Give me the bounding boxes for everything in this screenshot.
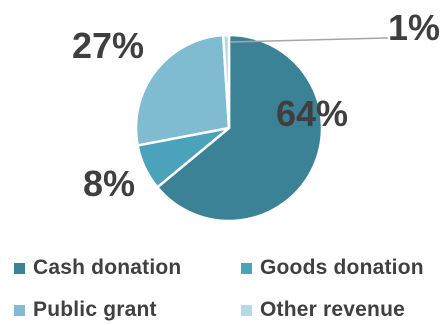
pie-slices — [134, 33, 324, 223]
legend-item-public-grant: Public grant — [14, 295, 157, 325]
data-label-goods-donation: 8% — [83, 163, 135, 204]
legend-item-goods-donation: Goods donation — [241, 253, 424, 283]
legend-swatch-public-grant — [14, 304, 25, 316]
legend-label-goods-donation: Goods donation — [260, 256, 424, 279]
legend-swatch-goods-donation — [241, 262, 252, 274]
legend-label-other-revenue: Other revenue — [260, 298, 405, 321]
data-label-public-grant: 27% — [72, 25, 144, 66]
pie-slice-public-grant — [134, 33, 231, 147]
data-label-other-revenue: 1% — [388, 7, 440, 48]
legend-swatch-other-revenue — [241, 304, 252, 316]
legend-label-cash-donation: Cash donation — [33, 256, 182, 279]
pie-slice-cash-donation — [156, 33, 324, 223]
legend-label-public-grant: Public grant — [33, 298, 157, 321]
legend-item-cash-donation: Cash donation — [14, 253, 181, 283]
data-label-cash-donation: 64% — [276, 93, 348, 134]
legend: Cash donation Goods donation Public gran… — [0, 250, 448, 325]
pie-slice-other-revenue — [221, 33, 231, 130]
legend-swatch-cash-donation — [14, 262, 25, 274]
legend-item-other-revenue: Other revenue — [241, 295, 405, 325]
other-revenue-leader-line — [229, 37, 389, 43]
